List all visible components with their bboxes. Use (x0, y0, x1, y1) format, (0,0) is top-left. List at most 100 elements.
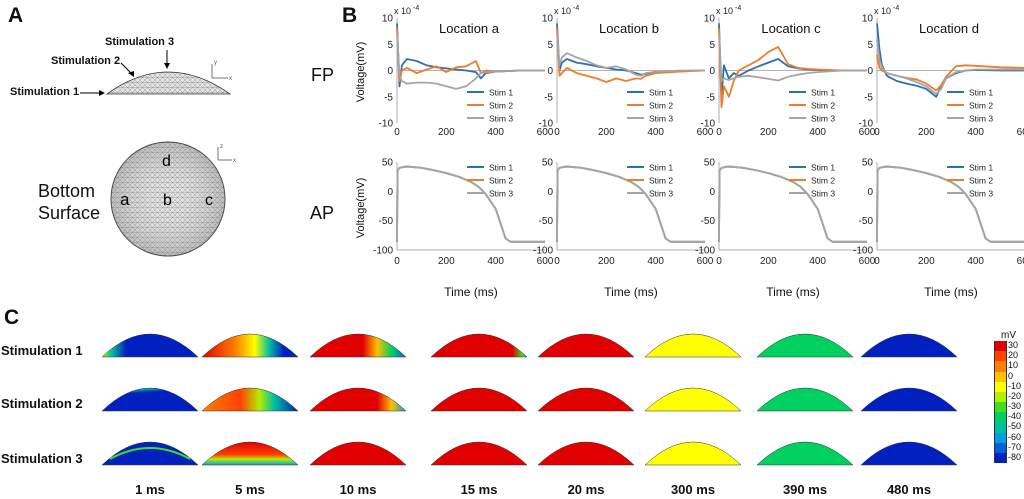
legend-label: Stim 3 (649, 189, 673, 199)
time-label-5: 20 ms (567, 482, 605, 497)
dome-r1-c1 (101, 333, 199, 358)
y-tick-label: 5 (387, 40, 393, 51)
y-tick-label: 10 (542, 14, 554, 25)
exponent-power: -4 (413, 5, 419, 12)
x-tick-label: 0 (874, 127, 880, 138)
y-tick-label: -5 (864, 92, 873, 103)
panel-letter-c: C (4, 306, 20, 329)
series-line-2 (876, 54, 1024, 92)
fp-row-label: FP (311, 65, 335, 85)
time-label-7: 390 ms (782, 482, 828, 497)
legend-label: Stim 3 (969, 189, 993, 199)
y-tick-label: 5 (547, 40, 553, 51)
dome-r2-c7 (756, 387, 854, 412)
dome-r3-c7 (756, 441, 854, 466)
colorbar-swatch (994, 351, 1007, 362)
panel-a-drawing: y x z x a b c d (80, 50, 236, 257)
series-line-2 (556, 165, 705, 243)
location-c-letter: c (205, 192, 213, 209)
time-label-1: 1 ms (135, 482, 165, 497)
legend-label: Stim 2 (489, 101, 513, 111)
dome-r2-c8 (860, 387, 958, 412)
series-line-3 (718, 33, 867, 82)
x-tick-label: 400 (967, 127, 984, 138)
y-tick-label: -10 (379, 119, 394, 130)
colorbar-swatch (994, 422, 1007, 433)
series-line-3 (876, 38, 1024, 95)
y-tick-label: -5 (706, 92, 715, 103)
series-line-1 (556, 165, 705, 243)
y-tick-label: 5 (867, 40, 873, 51)
y-tick-label: 0 (547, 66, 553, 77)
exponent-power: -4 (573, 5, 579, 12)
legend-label: Stim 3 (969, 114, 993, 124)
dome-r1-c6 (644, 333, 742, 358)
dome-r3-c6 (644, 441, 742, 466)
y-tick-label: -10 (539, 119, 554, 130)
row-label-stim-3: Stimulation 3 (1, 451, 83, 466)
series-line-1 (396, 165, 545, 243)
legend-label: Stim 3 (811, 189, 835, 199)
y-tick-label: 5 (709, 40, 715, 51)
x-tick-label: 0 (394, 256, 400, 267)
y-tick-label: -10 (701, 119, 716, 130)
series-line-3 (396, 165, 545, 243)
y-tick-label: 0 (709, 66, 715, 77)
x-tick-label: 0 (874, 256, 880, 267)
time-label-2: 5 ms (235, 482, 265, 497)
colorbar-title: mV (1001, 330, 1016, 341)
time-label-6: 300 ms (670, 482, 716, 497)
y-tick-label: 0 (867, 187, 873, 198)
dome-r2-c4 (430, 387, 528, 412)
time-label-4: 15 ms (460, 482, 498, 497)
colorbar-tick: 10 (1008, 360, 1019, 371)
y-tick-label: -50 (379, 216, 394, 227)
axis-z-letter: z (220, 144, 223, 150)
x-tick-label: 400 (647, 256, 664, 267)
series-line-2 (396, 28, 545, 82)
legend-label: Stim 2 (811, 101, 835, 111)
x-tick-label: 0 (554, 256, 560, 267)
colorbar-swatch (994, 361, 1007, 372)
colorbar-swatch (994, 442, 1007, 454)
y-tick-label: 0 (547, 187, 553, 198)
x-axis-label: Time (ms) (766, 285, 820, 299)
dome-r2-c2 (201, 387, 299, 412)
location-a-letter: a (120, 190, 130, 209)
dome-r1-c8 (860, 333, 958, 358)
colorbar-tick: -80 (1008, 451, 1022, 462)
colorbar-tick: -30 (1008, 401, 1022, 411)
x-tick-label: 0 (394, 127, 400, 138)
x-tick-label: 600 (537, 256, 554, 267)
x-tick-label: 400 (487, 256, 504, 267)
y-tick-label: -100 (373, 246, 393, 257)
series-line-2 (718, 28, 867, 109)
y-tick-label: 0 (387, 187, 393, 198)
exponent-power: -4 (893, 5, 899, 12)
dome-r3-c3 (309, 441, 407, 466)
legend-label: Stim 1 (969, 163, 993, 173)
legend-label: Stim 1 (811, 163, 835, 173)
stimulation-1-label: Stimulation 1 (10, 86, 80, 98)
row-label-stim-1: Stimulation 1 (1, 343, 83, 358)
y-tick-label: -10 (859, 119, 874, 130)
y-tick-label: 50 (382, 158, 394, 169)
axis-y-letter: y (214, 60, 217, 66)
colorbar-tick: 0 (1008, 370, 1014, 381)
x-tick-label: 0 (716, 256, 722, 267)
dome-r1-c3 (309, 333, 407, 358)
y-tick-label: -50 (859, 216, 874, 227)
ap-row-label: AP (310, 203, 335, 223)
chart-title: Location d (919, 21, 979, 36)
exponent-label: x 10 (716, 6, 733, 16)
fp-y-axis-label: Voltage(mV) (355, 42, 367, 103)
dome-r3-c8 (860, 441, 958, 466)
dome-r1-c5 (537, 333, 635, 358)
